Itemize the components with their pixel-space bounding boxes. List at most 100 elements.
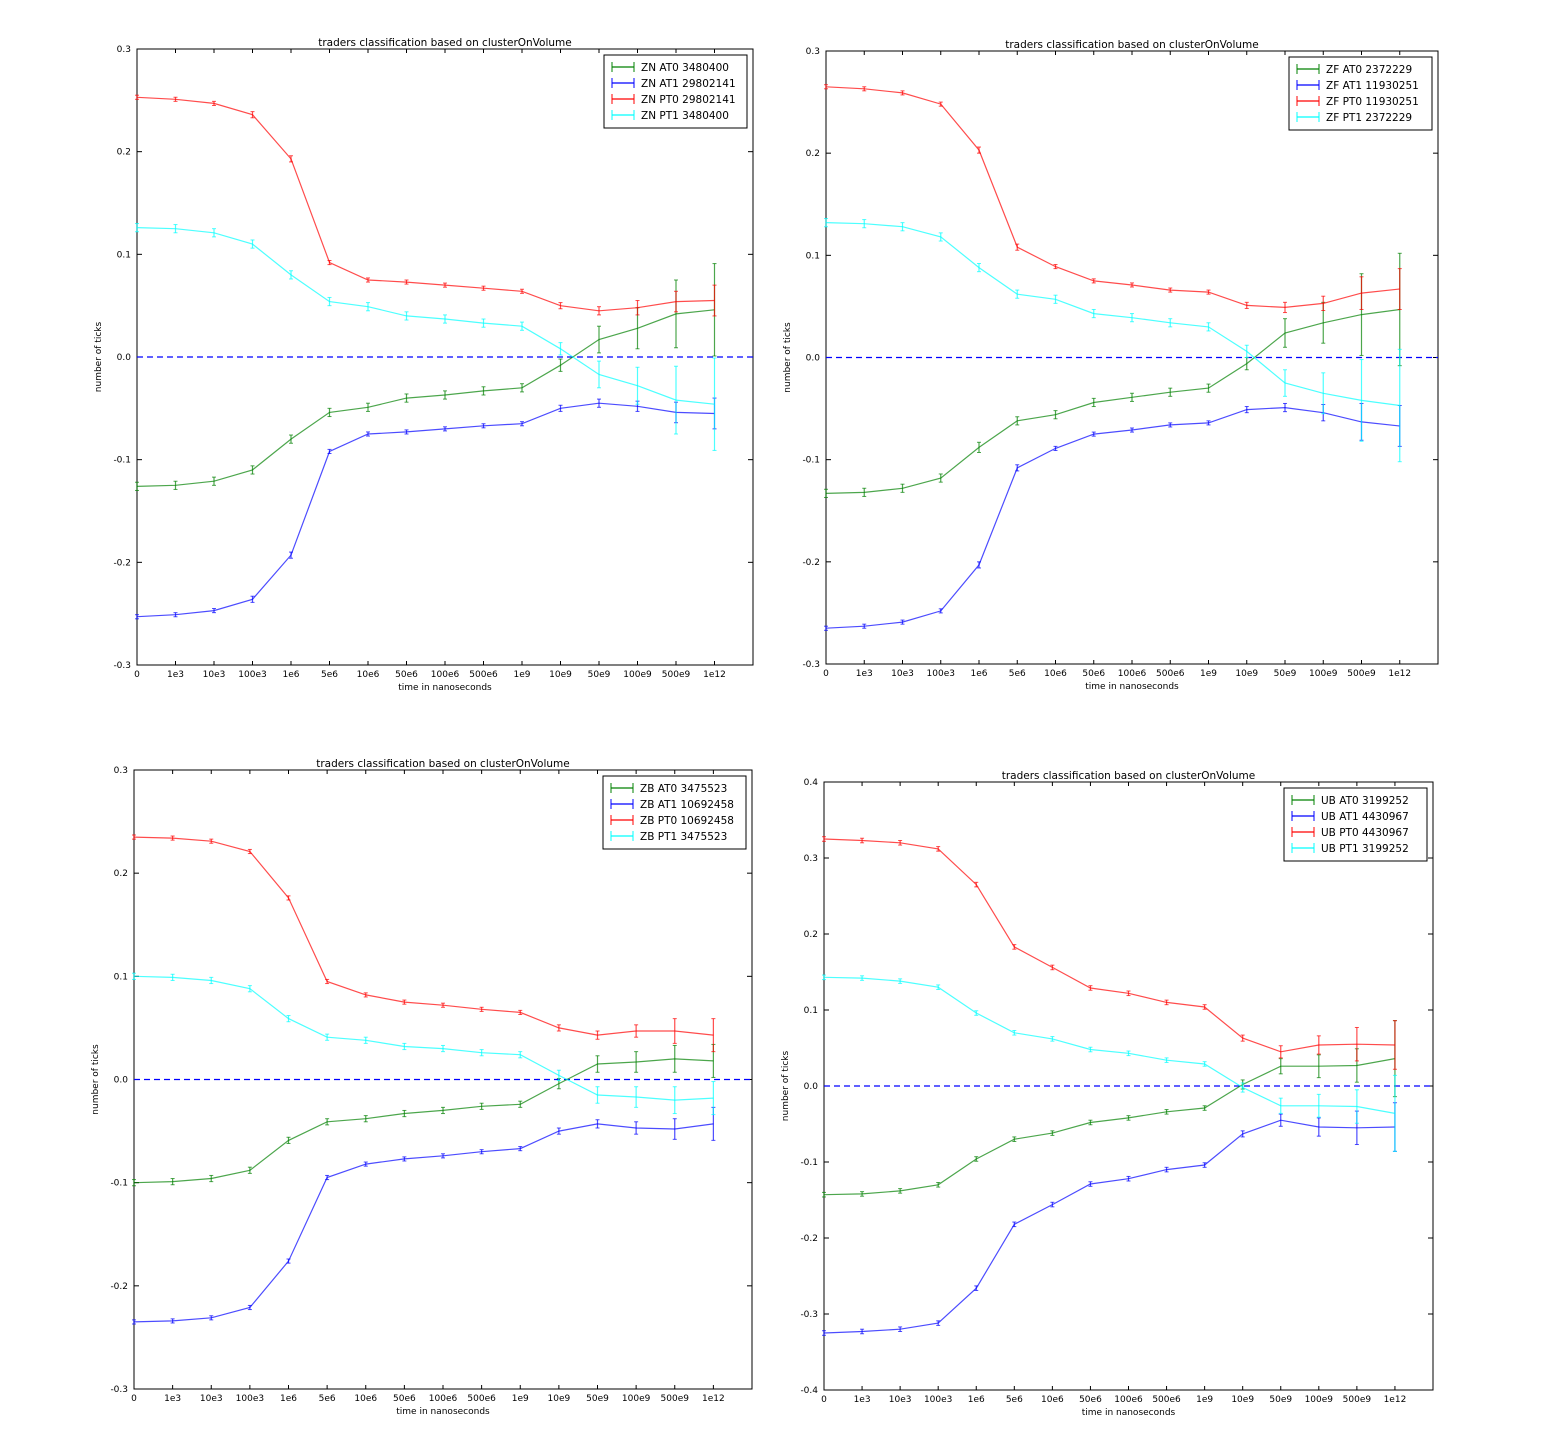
x-tick-label: 50e9 — [1274, 669, 1297, 679]
series-line — [136, 402, 715, 618]
x-axis-label: time in nanoseconds — [396, 1407, 490, 1417]
y-tick-label: 0.1 — [117, 250, 131, 260]
x-tick-label: 1e6 — [971, 669, 988, 679]
x-tick-label: 1e6 — [968, 1395, 985, 1405]
legend-entry-label: ZF AT0 2372229 — [1326, 64, 1412, 76]
chart-svg: traders classification based on clusterO… — [94, 37, 754, 693]
y-tick-label: -0.3 — [110, 1385, 128, 1395]
chart-svg: traders classification based on clusterO… — [781, 770, 1434, 1418]
x-tick-label: 5e6 — [1009, 669, 1026, 679]
y-tick-label: -0.1 — [113, 456, 131, 466]
y-tick-label: 0.0 — [804, 1082, 819, 1092]
y-tick-label: 0.1 — [114, 972, 128, 982]
x-tick-label: 50e6 — [1082, 669, 1105, 679]
x-tick-label: 500e9 — [661, 1394, 690, 1404]
series-line — [133, 975, 714, 1101]
x-tick-label: 1e6 — [283, 670, 300, 680]
y-tick-label: 0.2 — [806, 149, 820, 159]
x-tick-label: 1e12 — [703, 670, 726, 680]
x-tick-label: 5e6 — [1006, 1395, 1023, 1405]
x-tick-label: 500e6 — [1152, 1395, 1181, 1405]
y-tick-label: -0.3 — [800, 1310, 818, 1320]
y-tick-label: -0.3 — [802, 660, 820, 670]
chart-svg: traders classification based on clusterO… — [91, 758, 753, 1417]
y-axis-label: number of ticks — [94, 321, 104, 392]
y-tick-label: 0.0 — [114, 1076, 129, 1086]
legend-entry-label: ZB AT1 10692458 — [640, 799, 734, 811]
legend-entry-label: ZF PT0 11930251 — [1326, 96, 1419, 108]
y-tick-label: 0.3 — [804, 854, 818, 864]
x-tick-label: 0 — [823, 669, 829, 679]
chart-svg: traders classification based on clusterO… — [783, 39, 1439, 692]
x-tick-label: 100e3 — [236, 1394, 264, 1404]
y-tick-label: -0.1 — [802, 456, 820, 466]
x-tick-label: 10e6 — [354, 1394, 377, 1404]
x-tick-label: 100e6 — [431, 670, 460, 680]
x-tick-label: 10e3 — [891, 669, 914, 679]
x-tick-label: 500e6 — [467, 1394, 496, 1404]
y-axis-label: number of ticks — [781, 1050, 791, 1121]
x-tick-label: 100e3 — [924, 1395, 952, 1405]
x-tick-label: 500e6 — [1156, 669, 1185, 679]
y-tick-label: -0.1 — [800, 1158, 818, 1168]
y-tick-label: 0.2 — [804, 930, 818, 940]
x-tick-label: 500e6 — [469, 670, 498, 680]
x-tick-label: 10e9 — [548, 1394, 571, 1404]
x-tick-label: 10e3 — [889, 1395, 912, 1405]
y-tick-label: -0.1 — [110, 1179, 128, 1189]
x-tick-label: 50e9 — [588, 670, 611, 680]
series-line — [133, 1058, 714, 1184]
y-axis-label: number of ticks — [783, 322, 793, 393]
y-tick-label: 0.0 — [806, 354, 821, 364]
x-tick-label: 1e9 — [1196, 1395, 1213, 1405]
series-line — [825, 222, 1400, 407]
y-tick-label: -0.2 — [802, 558, 820, 568]
x-tick-label: 1e3 — [854, 1395, 871, 1405]
x-tick-label: 1e9 — [514, 670, 531, 680]
y-tick-label: 0.1 — [804, 1006, 818, 1016]
x-tick-label: 100e6 — [1118, 669, 1147, 679]
chart-panel-zb: traders classification based on clusterO… — [0, 725, 771, 1450]
x-axis-label: time in nanoseconds — [1082, 1408, 1176, 1418]
x-tick-label: 50e9 — [1269, 1395, 1292, 1405]
legend-entry-label: UB AT0 3199252 — [1321, 795, 1409, 807]
x-tick-label: 100e9 — [623, 670, 652, 680]
legend-entry-label: UB PT0 4430967 — [1321, 827, 1409, 839]
series-line — [823, 1058, 1396, 1196]
x-tick-label: 1e12 — [702, 1394, 725, 1404]
x-axis-label: time in nanoseconds — [398, 683, 492, 693]
x-tick-label: 10e6 — [1041, 1395, 1064, 1405]
chart-title: traders classification based on clusterO… — [1005, 39, 1259, 51]
chart-title: traders classification based on clusterO… — [1002, 770, 1256, 782]
x-tick-label: 1e9 — [512, 1394, 529, 1404]
x-tick-label: 1e3 — [856, 669, 873, 679]
series-line — [823, 1119, 1395, 1334]
x-tick-label: 0 — [821, 1395, 827, 1405]
x-tick-label: 10e9 — [549, 670, 572, 680]
y-tick-label: -0.2 — [800, 1234, 818, 1244]
legend-entry-label: ZF PT1 2372229 — [1326, 112, 1412, 124]
series-line — [136, 96, 715, 312]
y-tick-label: 0.4 — [804, 778, 819, 788]
x-tick-label: 5e6 — [319, 1394, 336, 1404]
y-tick-label: 0.2 — [117, 148, 131, 158]
x-tick-label: 100e6 — [429, 1394, 458, 1404]
x-tick-label: 1e12 — [1388, 669, 1411, 679]
x-tick-label: 100e9 — [622, 1394, 651, 1404]
y-tick-label: 0.3 — [117, 45, 131, 55]
x-tick-label: 100e3 — [238, 670, 266, 680]
x-tick-label: 1e3 — [167, 670, 184, 680]
x-tick-label: 0 — [131, 1394, 137, 1404]
legend-entry-label: ZN PT1 3480400 — [641, 110, 729, 122]
y-tick-label: -0.2 — [113, 558, 131, 568]
y-tick-label: 0.2 — [114, 869, 128, 879]
x-tick-label: 10e3 — [203, 670, 226, 680]
y-tick-label: -0.3 — [113, 661, 131, 671]
x-tick-label: 10e9 — [1231, 1395, 1254, 1405]
chart-panel-ub: traders classification based on clusterO… — [771, 725, 1542, 1450]
x-tick-label: 1e3 — [164, 1394, 181, 1404]
y-tick-label: 0.3 — [114, 766, 128, 776]
chart-panel-zf: traders classification based on clusterO… — [771, 0, 1542, 725]
x-tick-label: 1e9 — [1200, 669, 1217, 679]
series-line — [136, 227, 715, 405]
